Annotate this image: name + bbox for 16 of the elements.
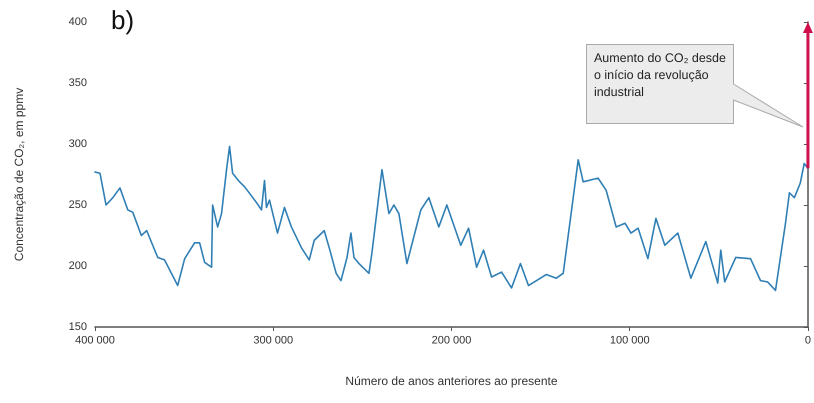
y-tick-label: 300 <box>68 138 87 150</box>
x-tick-label: 300 000 <box>253 334 294 346</box>
chart-title: b) <box>111 5 134 35</box>
y-tick-label: 200 <box>68 260 87 272</box>
y-tick-label: 350 <box>68 77 87 89</box>
x-tick-label: 400 000 <box>75 334 115 346</box>
y-tick-label: 400 <box>68 16 87 28</box>
x-axis-title: Número de anos anteriores ao presente <box>345 374 558 388</box>
line-series <box>94 146 809 292</box>
y-tick-label: 250 <box>68 199 87 211</box>
annotation: Aumento do CO₂ desde o início da revolução industrial <box>592 50 727 101</box>
x-tick-label: 100 000 <box>610 334 650 346</box>
x-tick-label: 200 000 <box>432 334 472 346</box>
x-tick-label: 0 <box>804 334 812 346</box>
y-tick-label: 150 <box>68 321 87 333</box>
y-axis-title: Concentração de CO₂, em ppmv <box>12 88 26 262</box>
